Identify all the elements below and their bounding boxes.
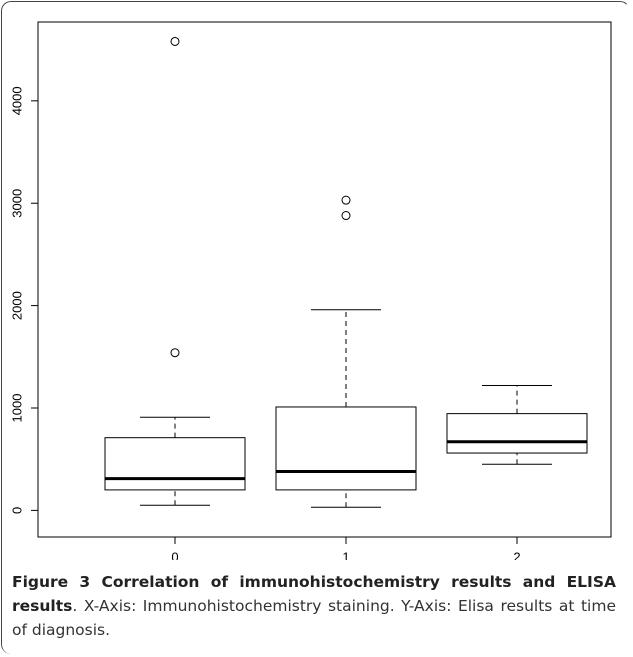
outlier [170,348,180,358]
outlier [170,36,180,46]
y-tick-label: 0 [9,507,24,514]
y-tick-label: 3000 [9,189,24,218]
box [446,413,588,454]
caption: Figure 3 Correlation of immunohistochemi… [12,570,616,642]
caption-title: Figure 3 Correlation of immunohistochemi… [12,573,616,615]
caption-text: . X-Axis: Immunohistochemistry staining.… [12,597,616,639]
y-tick-label: 1000 [9,394,24,423]
x-tick-label: 0 [171,549,178,560]
box [275,406,417,491]
outlier [341,211,351,221]
x-tick-label: 1 [342,549,349,560]
chart: 0 1000 2000 3000 4000 0 1 2 [9,21,612,560]
x-tick-label: 2 [513,549,520,560]
box [104,437,246,491]
y-tick-label: 4000 [9,86,24,115]
outlier [341,195,351,205]
y-tick-label: 2000 [9,291,24,320]
